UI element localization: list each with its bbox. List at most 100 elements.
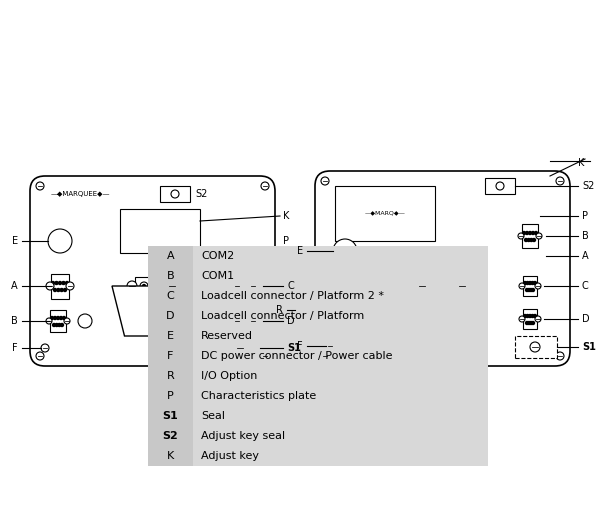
Circle shape: [523, 314, 527, 317]
Circle shape: [46, 282, 54, 290]
Circle shape: [60, 288, 63, 292]
Circle shape: [525, 232, 528, 234]
Circle shape: [140, 282, 148, 290]
Circle shape: [167, 281, 177, 291]
Circle shape: [528, 321, 531, 325]
Circle shape: [525, 238, 528, 241]
Circle shape: [244, 324, 247, 327]
Text: R: R: [276, 305, 283, 315]
Bar: [523, 309, 537, 329]
Circle shape: [261, 352, 269, 360]
Circle shape: [58, 324, 61, 327]
Circle shape: [321, 352, 329, 360]
Circle shape: [52, 282, 55, 284]
Bar: [335, 186, 435, 241]
Circle shape: [530, 342, 540, 352]
Circle shape: [171, 190, 179, 198]
Circle shape: [321, 177, 329, 185]
Bar: [220, 338, 260, 358]
Bar: [295, 296, 313, 302]
Circle shape: [523, 282, 527, 284]
Bar: [295, 320, 313, 326]
Bar: [148, 386, 193, 406]
Circle shape: [528, 232, 531, 234]
Circle shape: [62, 282, 65, 284]
Circle shape: [533, 282, 536, 284]
Circle shape: [446, 282, 454, 290]
Text: S2: S2: [582, 181, 595, 191]
Text: DC power connector / Power cable: DC power connector / Power cable: [201, 351, 393, 361]
Circle shape: [519, 316, 525, 322]
Text: Loadcell connector / Platform 2 *: Loadcell connector / Platform 2 *: [201, 291, 384, 301]
Text: K: K: [283, 211, 289, 221]
Text: B: B: [167, 271, 174, 281]
Circle shape: [432, 284, 435, 287]
Circle shape: [556, 177, 564, 185]
Text: K: K: [167, 451, 174, 461]
Circle shape: [556, 352, 564, 360]
Text: F: F: [167, 351, 174, 361]
Polygon shape: [402, 286, 482, 336]
Text: S1: S1: [162, 411, 178, 421]
Circle shape: [531, 232, 534, 234]
Circle shape: [46, 318, 52, 324]
Text: Loadcell connector / Platform: Loadcell connector / Platform: [201, 311, 364, 321]
Text: P: P: [582, 211, 588, 221]
Bar: [522, 224, 538, 248]
Bar: [148, 306, 193, 326]
Circle shape: [261, 182, 269, 190]
Bar: [295, 312, 313, 318]
Text: C: C: [287, 281, 294, 291]
Bar: [148, 406, 193, 426]
Circle shape: [246, 316, 249, 319]
Circle shape: [243, 316, 246, 319]
Circle shape: [531, 321, 534, 325]
Circle shape: [52, 324, 55, 327]
Bar: [295, 328, 313, 334]
Circle shape: [60, 316, 63, 319]
Circle shape: [156, 282, 164, 290]
Circle shape: [525, 321, 528, 325]
Bar: [523, 276, 537, 296]
Circle shape: [63, 288, 66, 292]
Circle shape: [417, 281, 427, 291]
Bar: [148, 446, 193, 466]
Text: COM1: COM1: [201, 271, 234, 281]
Text: F: F: [12, 343, 18, 353]
Circle shape: [527, 238, 530, 241]
Text: B: B: [582, 231, 589, 241]
Circle shape: [238, 316, 241, 319]
Circle shape: [531, 288, 534, 292]
Circle shape: [528, 288, 531, 292]
Text: B: B: [12, 316, 18, 326]
Circle shape: [41, 344, 49, 352]
Circle shape: [530, 288, 533, 292]
Circle shape: [58, 282, 61, 284]
Bar: [51, 273, 69, 298]
Circle shape: [63, 316, 66, 319]
Text: —◆MARQ◆—: —◆MARQ◆—: [365, 211, 406, 216]
Text: I/O Option: I/O Option: [201, 371, 257, 381]
Text: D: D: [166, 311, 174, 321]
Circle shape: [78, 314, 92, 328]
Bar: [238, 311, 252, 331]
Circle shape: [64, 318, 70, 324]
Polygon shape: [112, 286, 192, 336]
Circle shape: [66, 282, 74, 290]
Text: A: A: [167, 251, 174, 261]
Circle shape: [54, 316, 57, 319]
Circle shape: [243, 282, 246, 284]
Circle shape: [536, 233, 542, 239]
Circle shape: [55, 324, 58, 327]
Circle shape: [48, 229, 72, 253]
Bar: [424, 277, 460, 295]
Circle shape: [234, 283, 240, 289]
Circle shape: [528, 282, 531, 284]
Text: K: K: [578, 158, 584, 168]
Circle shape: [159, 284, 162, 287]
Circle shape: [142, 284, 145, 287]
Bar: [120, 209, 200, 253]
Text: S1: S1: [582, 342, 596, 352]
Circle shape: [333, 239, 357, 263]
Bar: [160, 186, 190, 202]
